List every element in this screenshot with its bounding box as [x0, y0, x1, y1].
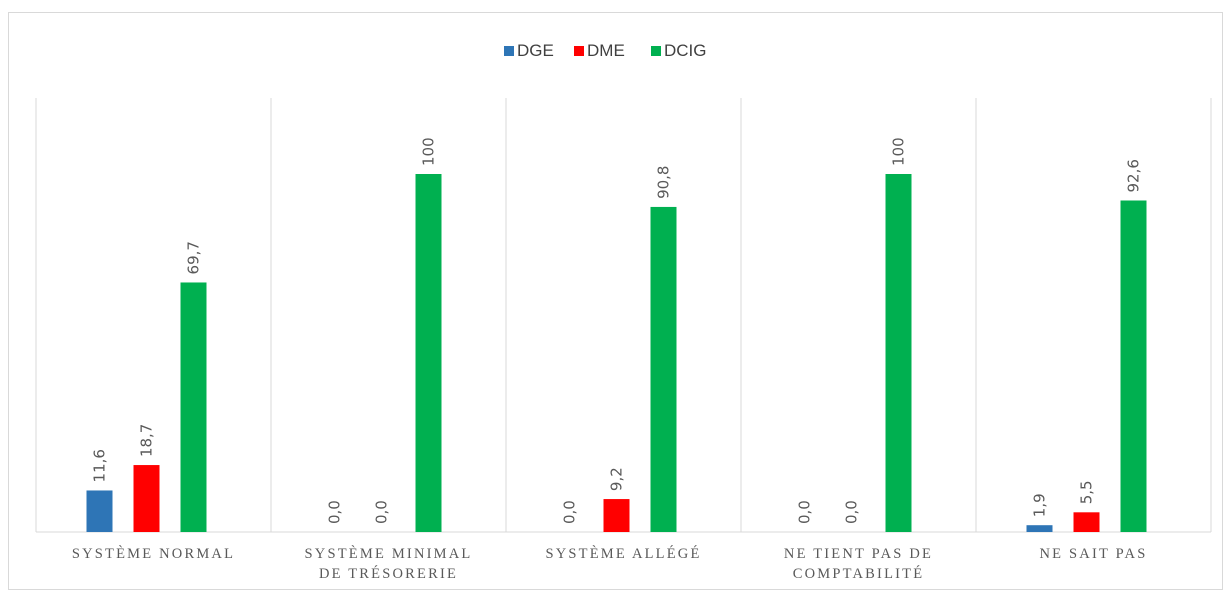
category-label-de-tresorerie: DE TRÉSORERIE — [319, 565, 458, 582]
category-label-systeme-normal: SYSTÈME NORMAL — [72, 545, 235, 562]
data-label-dcig: 90,8 — [655, 166, 673, 199]
legend-label-dme: DME — [587, 41, 625, 60]
bar-dcig — [180, 282, 207, 532]
data-label-dge: 0,0 — [561, 500, 579, 524]
bars — [86, 174, 1147, 532]
bar-dme — [603, 499, 630, 532]
category-label-systeme-minimal: SYSTÈME MINIMAL — [305, 545, 473, 562]
data-label-dme: 0,0 — [843, 500, 861, 524]
category-label-ne-tient-pas-de: NE TIENT PAS DE — [784, 546, 933, 562]
data-label-dme: 9,2 — [608, 467, 626, 491]
data-label-dge: 1,9 — [1031, 493, 1049, 517]
data-labels: 11,6 0,0 0,0 0,0 1,9 18,7 0,0 9,2 0,0 5,5 69,7 100 9… — [91, 137, 1143, 524]
data-label-dcig: 100 — [420, 137, 438, 166]
bar-dcig — [650, 206, 677, 532]
bar-dme — [1073, 512, 1100, 532]
data-label-dcig: 69,7 — [185, 241, 203, 274]
bar-dcig — [415, 174, 442, 532]
data-label-dcig: 100 — [890, 137, 908, 166]
bar-dge — [86, 490, 113, 532]
data-label-dge: 0,0 — [796, 500, 814, 524]
category-separators — [35, 98, 1212, 533]
bar-dme — [133, 465, 160, 532]
legend-swatch-dcig — [651, 46, 661, 56]
bar-dcig — [1120, 200, 1147, 532]
legend-swatch-dge — [504, 46, 514, 56]
category-label-ne-sait-pas: NE SAIT PAS — [1039, 546, 1147, 562]
legend-label-dcig: DCIG — [664, 41, 707, 60]
data-label-dme: 5,5 — [1078, 480, 1096, 504]
data-label-dme: 18,7 — [138, 424, 156, 457]
chart-frame — [8, 12, 1223, 590]
data-label-dge: 11,6 — [91, 449, 109, 482]
bar-dge — [1026, 525, 1053, 532]
bar-dcig — [885, 174, 912, 532]
category-label-comptabilite: COMPTABILITÉ — [793, 565, 925, 582]
data-label-dge: 0,0 — [326, 500, 344, 524]
legend: DGE DME DCIG — [504, 41, 707, 60]
data-label-dcig: 92,6 — [1125, 159, 1143, 192]
legend-label-dge: DGE — [517, 41, 554, 60]
category-label-systeme-allege: SYSTÈME ALLÉGÉ — [545, 545, 701, 562]
data-label-dme: 0,0 — [373, 500, 391, 524]
category-axis-labels: SYSTÈME NORMAL SYSTÈME MINIMAL DE TRÉSORER… — [72, 545, 1147, 582]
legend-swatch-dme — [574, 46, 584, 56]
